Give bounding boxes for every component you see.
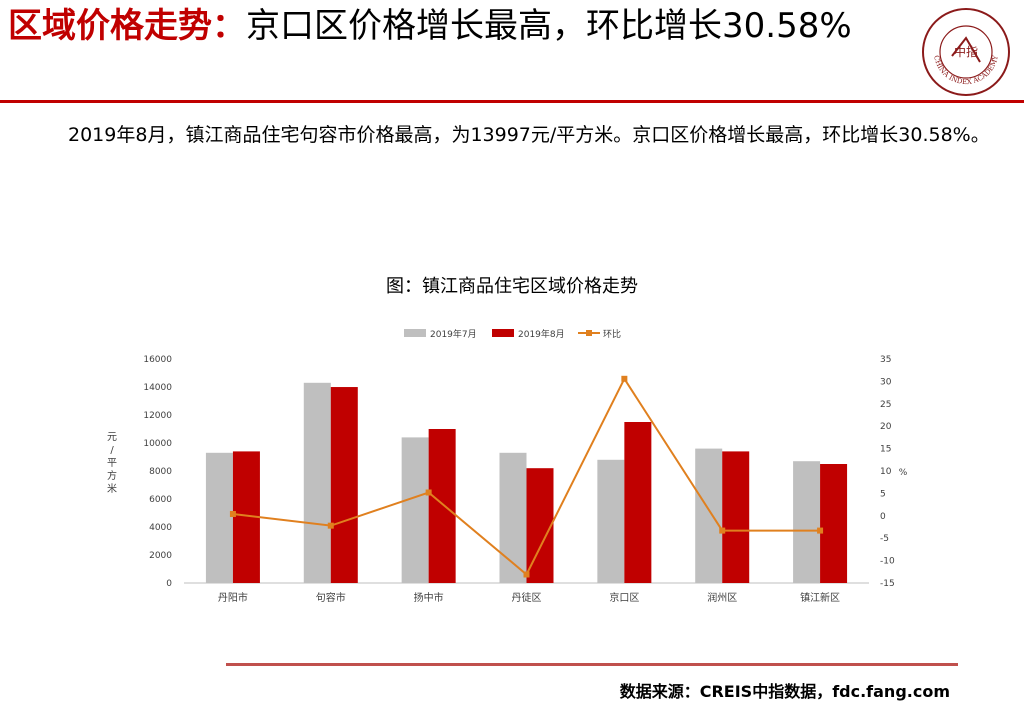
bar-2019-08-4 [624, 422, 652, 583]
category-label: 句容市 [316, 591, 346, 604]
title-divider [0, 100, 1024, 103]
price-trend-chart: 0 2000 4000 6000 8000 10000 12000 14000 16000 -15… [107, 328, 908, 604]
y2-tick-label: -5 [880, 534, 889, 544]
y2-tick-label: 35 [880, 355, 891, 365]
y2-tick-label: -10 [880, 557, 895, 567]
y2-tick-label: 30 [880, 377, 892, 387]
y-tick-label: 12000 [143, 411, 172, 421]
y2-tick-label: 5 [880, 489, 886, 499]
chart-title: 图：镇江商品住宅区域价格走势 [386, 276, 638, 297]
mom-point-6 [817, 527, 824, 534]
y-axis-label-char: 元 [107, 432, 117, 443]
y-tick-label: 16000 [143, 355, 172, 365]
bar-2019-07-0 [205, 452, 233, 583]
mom-point-4 [621, 375, 628, 382]
page-title: 区域价格走势：京口区价格增长最高，环比增长30.58% [8, 4, 913, 48]
y2-tick-label: 0 [880, 512, 886, 522]
bar-2019-07-5 [695, 448, 723, 583]
page-title-highlight: 区域价格走势： [8, 6, 246, 46]
y2-tick-label: 10 [880, 467, 892, 477]
bar-2019-08-2 [428, 429, 456, 583]
bar-2019-08-6 [820, 464, 848, 583]
y2-axis-label: % [899, 468, 908, 478]
y-tick-label: 2000 [149, 551, 172, 561]
bar-2019-08-5 [722, 451, 750, 583]
legend-label-mom: 环比 [603, 328, 621, 340]
footer-divider [226, 663, 958, 666]
y-tick-label: 14000 [143, 383, 172, 393]
bar-2019-07-2 [401, 437, 429, 583]
y-axis-label-char: 平 [107, 458, 117, 469]
summary-text: 2019年8月，镇江商品住宅句容市价格最高，为13997元/平方米。京口区价格增… [68, 124, 990, 146]
bar-2019-07-4 [597, 459, 625, 583]
category-label: 丹徒区 [512, 591, 542, 604]
category-label: 镇江新区 [800, 591, 840, 604]
y-axis-label-char: 方 [107, 469, 117, 482]
y-tick-label: 6000 [149, 495, 172, 505]
page-title-rest: 京口区价格增长最高，环比增长30.58% [246, 6, 852, 46]
bar-2019-07-1 [303, 382, 331, 583]
legend-label-2019-07: 2019年7月 [430, 328, 477, 340]
category-label: 京口区 [609, 591, 639, 604]
mom-point-5 [719, 527, 726, 534]
y-axis-label-char: / [110, 445, 114, 456]
mom-point-3 [523, 571, 530, 578]
mom-point-0 [229, 511, 236, 518]
y-tick-label: 8000 [149, 467, 172, 477]
y2-tick-label: -15 [880, 579, 895, 589]
y2-tick-label: 15 [880, 445, 891, 455]
legend-label-2019-08: 2019年8月 [518, 328, 565, 340]
logo-text: 中指 [954, 44, 978, 59]
y-tick-label: 4000 [149, 523, 172, 533]
legend-swatch-2019-08 [492, 329, 514, 337]
bar-2019-07-6 [793, 461, 821, 583]
mom-point-1 [327, 522, 334, 529]
legend-marker-mom [586, 330, 592, 336]
y2-tick-label: 20 [880, 422, 892, 432]
y-tick-label: 0 [166, 579, 172, 589]
y-tick-label: 10000 [143, 439, 172, 449]
y-axis-label-char: 米 [107, 482, 117, 495]
category-label: 丹阳市 [218, 591, 248, 604]
bar-2019-07-3 [499, 452, 527, 583]
mom-point-2 [425, 489, 432, 496]
legend-swatch-2019-07 [404, 329, 426, 337]
logo-ring-text: CHINA INDEX ACADEMY [932, 54, 1000, 86]
category-label: 扬中市 [414, 591, 444, 604]
academy-logo: 中指 CHINA INDEX ACADEMY [922, 8, 1010, 96]
bar-2019-08-1 [330, 387, 358, 583]
y2-tick-label: 25 [880, 400, 891, 410]
category-label: 润州区 [707, 591, 737, 604]
header: 区域价格走势：京口区价格增长最高，环比增长30.58% [8, 4, 913, 48]
data-source: 数据来源：CREIS中指数据，fdc.fang.com [619, 682, 950, 701]
